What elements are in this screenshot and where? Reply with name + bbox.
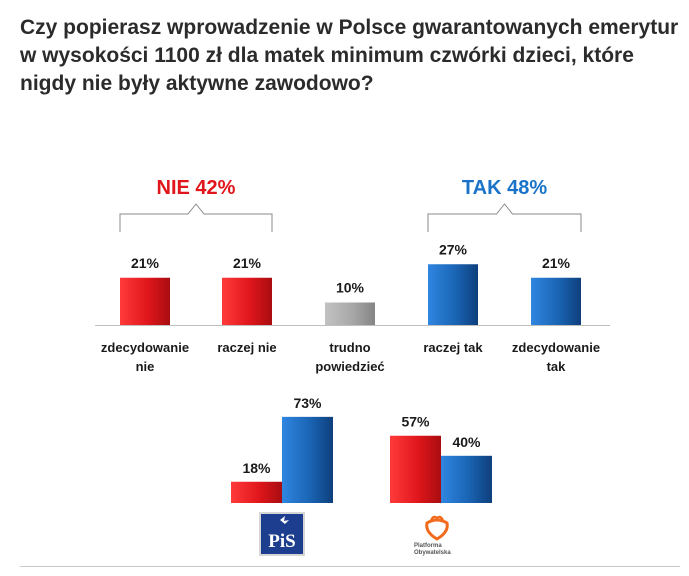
- question-title: Czy popierasz wprowadzenie w Polsce gwar…: [20, 16, 679, 95]
- bar: [325, 302, 375, 325]
- po-logo-mark: [425, 515, 449, 541]
- value-label: 21%: [131, 255, 160, 271]
- po-logo-text: Platforma Obywatelska: [414, 543, 451, 556]
- pis-logo-mark: PiS: [268, 516, 296, 552]
- bar: [428, 264, 478, 325]
- party-bar: [390, 435, 441, 503]
- bar: [222, 277, 272, 325]
- bar: [531, 277, 581, 325]
- category-label: nie: [136, 359, 155, 374]
- value-label: 10%: [336, 280, 365, 296]
- party-value-label: 40%: [452, 434, 481, 450]
- bottom-divider: [20, 566, 680, 567]
- party-bar: [441, 455, 492, 503]
- group-bracket: [119, 203, 273, 232]
- category-label: tak: [547, 359, 567, 374]
- po-logo: Platforma Obywatelska: [412, 512, 472, 560]
- category-label: raczej nie: [217, 340, 276, 355]
- group-bracket: [427, 203, 582, 232]
- party-value-label: 18%: [242, 460, 271, 476]
- svg-text:PiS: PiS: [268, 531, 295, 552]
- category-label: zdecydowanie: [512, 340, 600, 355]
- pis-logo: PiS: [259, 512, 305, 556]
- party-bar: [231, 481, 282, 503]
- party-value-label: 57%: [401, 414, 430, 430]
- group-label: TAK 48%: [462, 177, 547, 199]
- category-label: zdecydowanie: [101, 340, 189, 355]
- value-label: 21%: [542, 255, 571, 271]
- category-label: powiedzieć: [315, 359, 384, 374]
- party-value-label: 73%: [293, 395, 322, 411]
- category-label: trudno: [329, 340, 370, 355]
- value-label: 21%: [233, 255, 262, 271]
- bar: [120, 277, 170, 325]
- category-label: raczej tak: [423, 340, 483, 355]
- value-label: 27%: [439, 241, 468, 257]
- party-bar: [282, 416, 333, 503]
- group-label: NIE 42%: [157, 177, 236, 199]
